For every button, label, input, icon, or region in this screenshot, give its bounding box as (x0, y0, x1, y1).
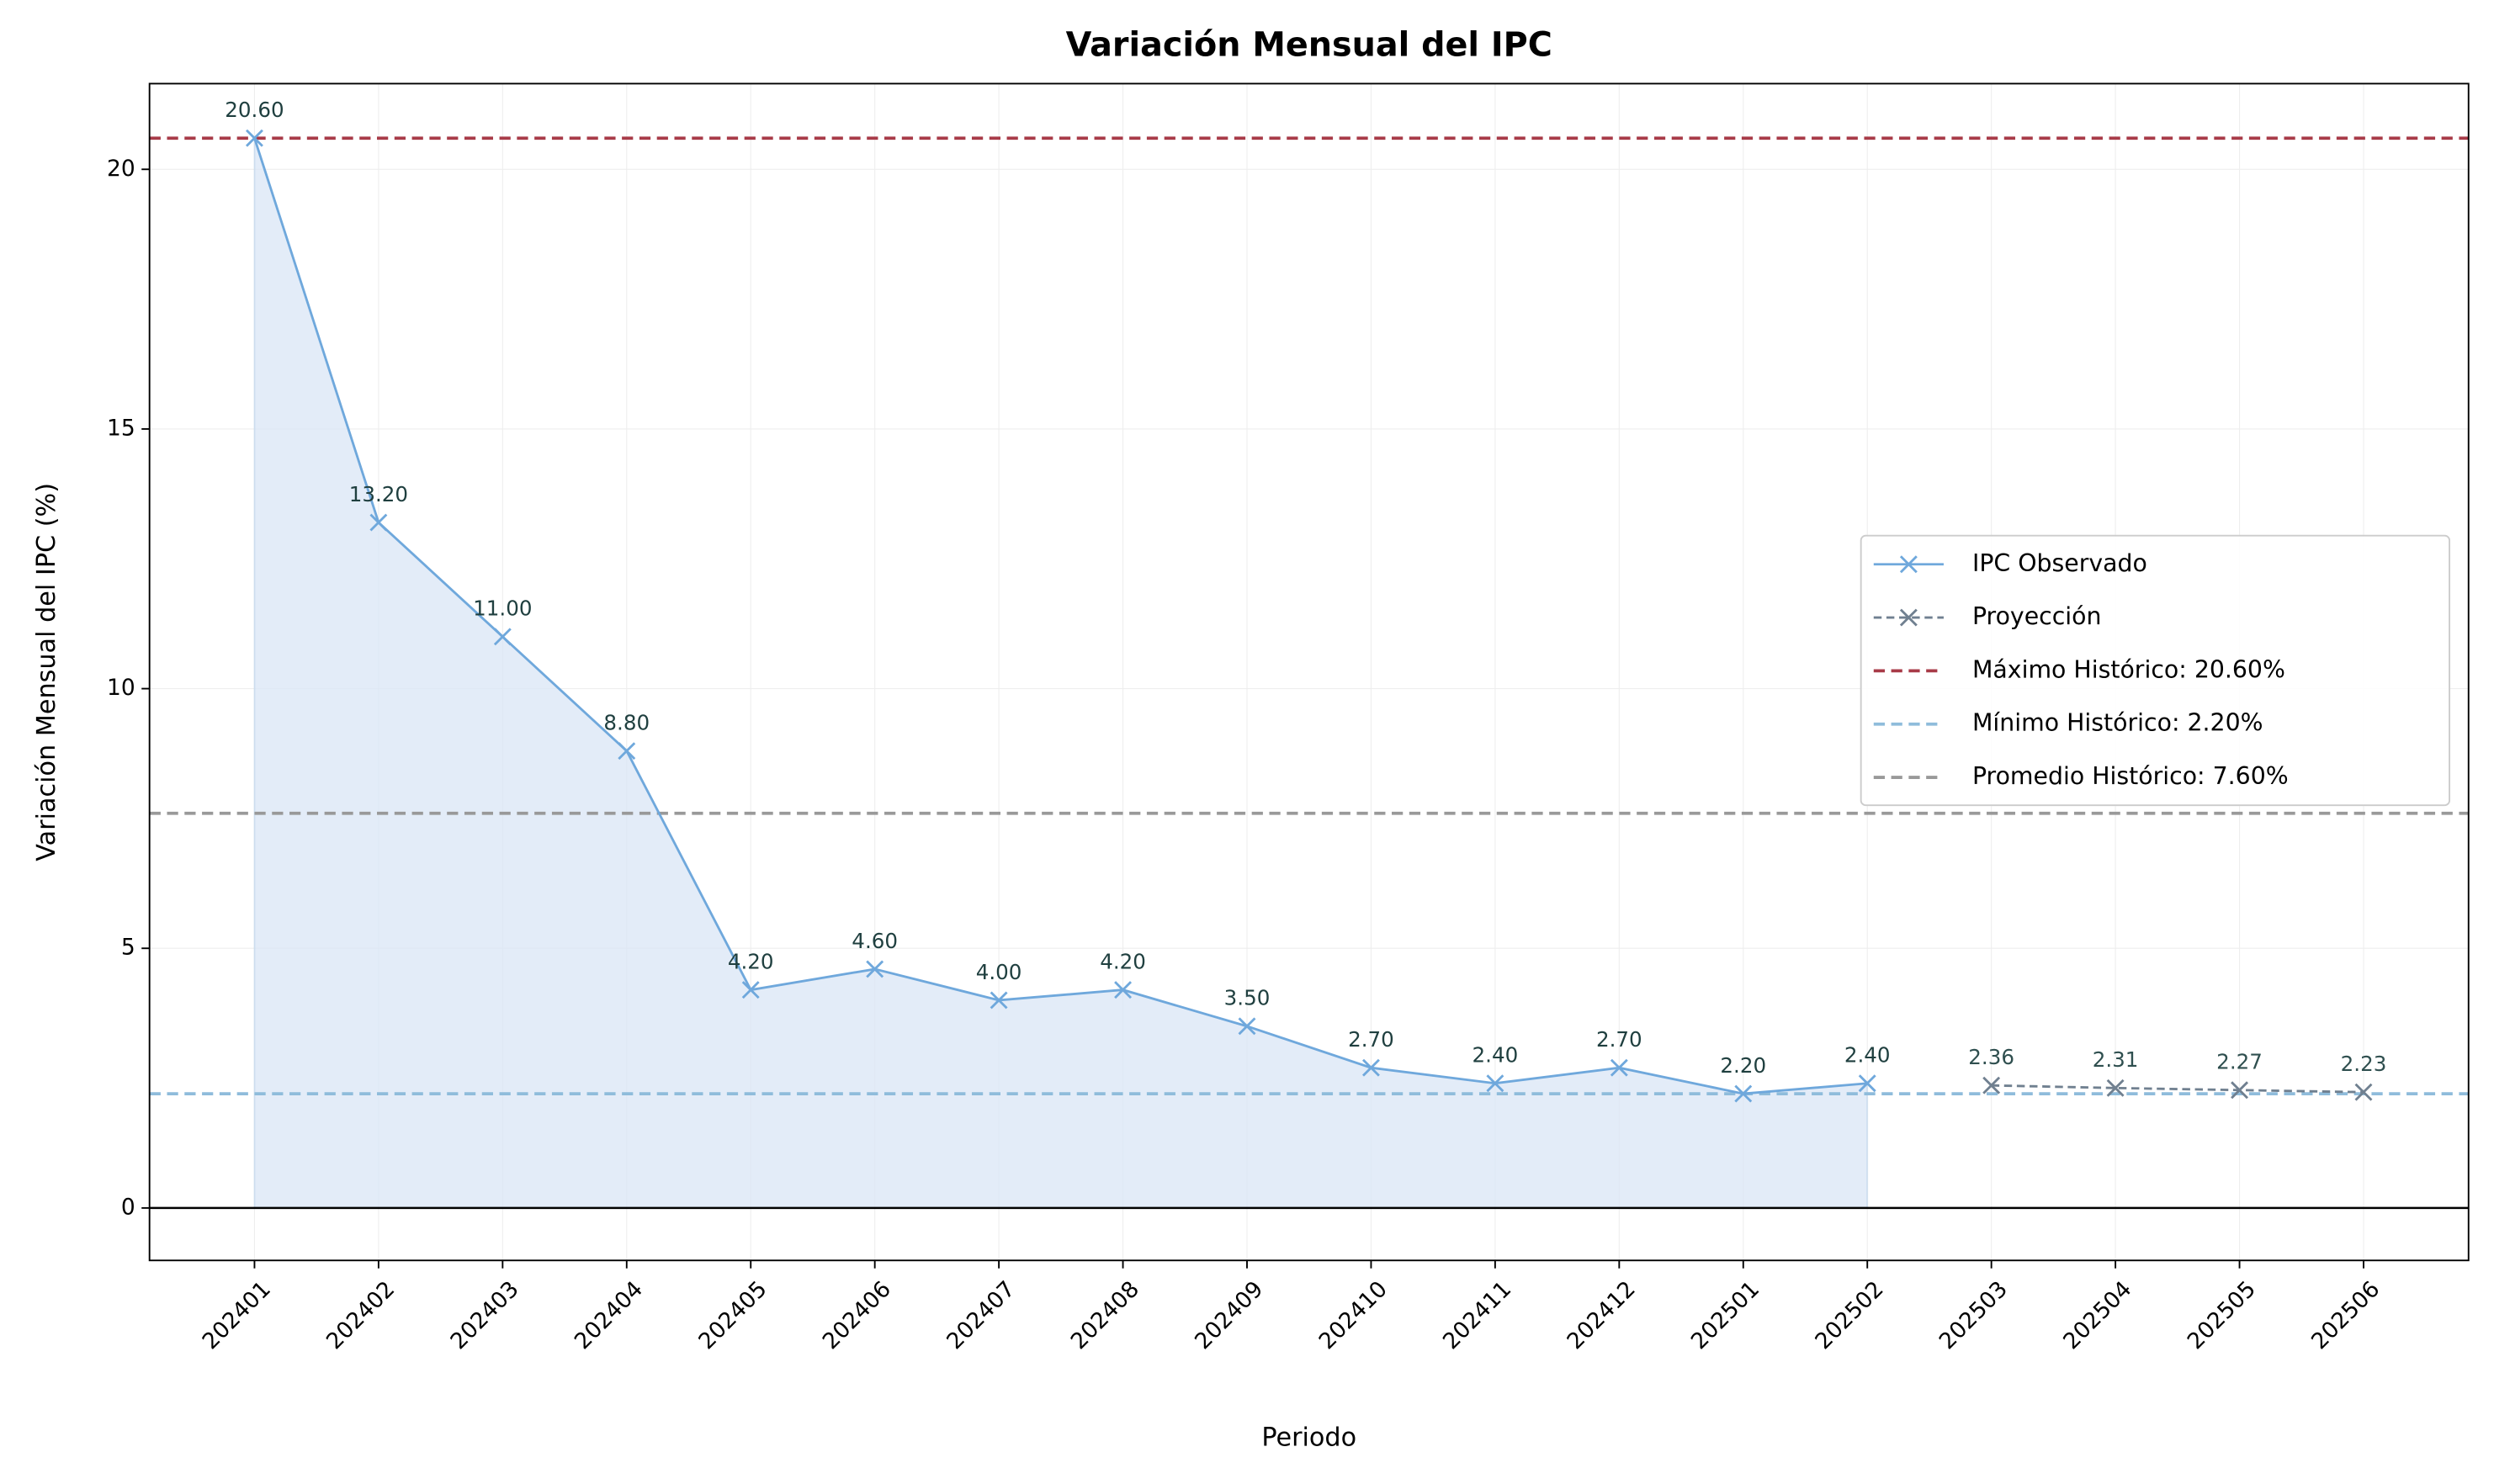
marker (2354, 1083, 2373, 1101)
marker (741, 981, 760, 999)
legend-box (1860, 534, 2451, 807)
data-label: 13.20 (349, 482, 408, 506)
data-label: 2.40 (1844, 1043, 1891, 1068)
data-label: 4.20 (728, 949, 774, 973)
y-tick-label: 15 (107, 415, 135, 441)
series-line (1991, 1084, 2364, 1094)
marker (2231, 1081, 2249, 1100)
data-label: 2.20 (1720, 1053, 1766, 1078)
marker (2106, 1079, 2125, 1097)
marker (1361, 1058, 1380, 1077)
data-label: 20.60 (225, 98, 284, 122)
marker (245, 129, 263, 147)
data-label: 2.31 (2093, 1047, 2139, 1072)
data-label: 2.27 (2216, 1050, 2263, 1074)
marker (1858, 1074, 1876, 1093)
legend-label: Máximo Histórico: 20.60% (1972, 655, 2285, 683)
marker (1982, 1076, 2001, 1094)
marker (369, 513, 388, 532)
series-line (253, 137, 1868, 1095)
marker (1114, 981, 1133, 999)
marker (866, 960, 884, 978)
y-axis-label: Variación Mensual del IPC (%) (32, 483, 61, 861)
data-label: 4.00 (976, 960, 1022, 984)
marker (618, 742, 636, 761)
data-label: 3.50 (1224, 986, 1271, 1010)
data-label: 11.00 (473, 596, 532, 621)
data-label: 8.80 (603, 711, 650, 735)
legend-label: Promedio Histórico: 7.60% (1972, 762, 2289, 790)
data-label: 4.20 (1100, 949, 1146, 973)
y-tick-label: 5 (121, 935, 135, 961)
x-axis-label: Periodo (1261, 1423, 1356, 1452)
y-tick-label: 0 (121, 1194, 135, 1220)
marker (1610, 1058, 1628, 1077)
marker (1734, 1084, 1753, 1103)
data-label: 2.70 (1596, 1027, 1642, 1052)
legend-label: Proyección (1972, 602, 2102, 630)
data-label: 2.40 (1473, 1043, 1519, 1068)
chart-title: Variación Mensual del IPC (1066, 25, 1552, 64)
legend-marker (1899, 555, 1918, 574)
legend: IPC Observado Proyección Máximo Histórico:… (1860, 534, 2451, 807)
data-label: 2.70 (1348, 1027, 1394, 1052)
data-label: 2.36 (1968, 1045, 2014, 1069)
y-tick-label: 10 (107, 675, 135, 701)
data-label: 4.60 (852, 929, 898, 953)
marker (990, 991, 1008, 1010)
marker (493, 628, 512, 646)
marker (1486, 1074, 1504, 1093)
y-tick-label: 20 (107, 156, 135, 182)
plot-frame (148, 82, 2470, 1262)
legend-marker (1899, 608, 1918, 627)
marker (1238, 1017, 1256, 1036)
legend-label: IPC Observado (1972, 549, 2147, 577)
data-label: 2.23 (2341, 1052, 2387, 1076)
legend-label: Mínimo Histórico: 2.20% (1972, 709, 2263, 737)
